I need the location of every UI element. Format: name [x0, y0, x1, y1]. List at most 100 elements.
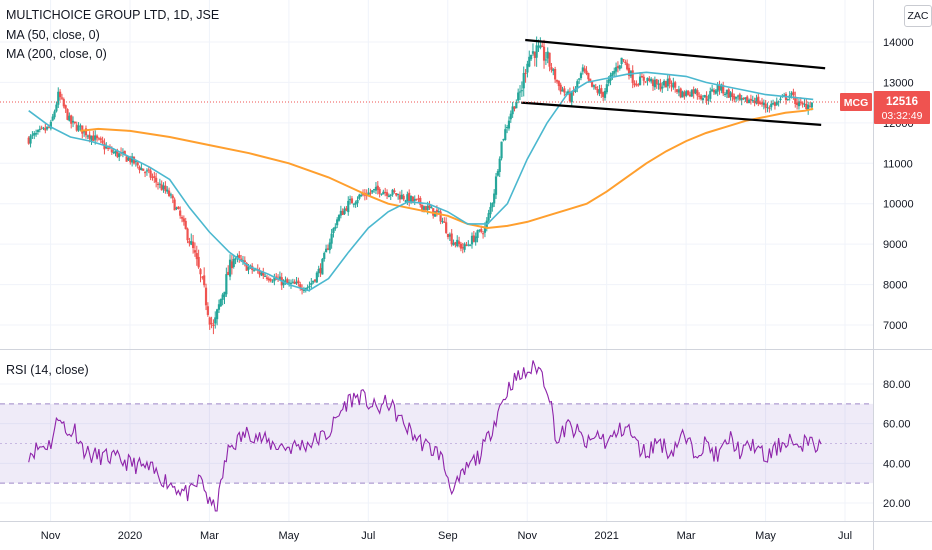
candle-body — [267, 278, 270, 281]
candle-body — [670, 85, 673, 87]
candle-body — [173, 199, 176, 211]
candle-body — [397, 193, 400, 195]
candle-body — [753, 100, 756, 104]
candle-body — [225, 274, 228, 295]
candle-body — [602, 92, 605, 97]
candle-body — [694, 89, 697, 94]
candle-body — [483, 226, 487, 233]
candle-body — [714, 90, 717, 94]
candle-body — [57, 91, 60, 105]
candle-body — [561, 89, 564, 92]
rsi-line — [28, 360, 822, 512]
last-price-box — [874, 90, 930, 124]
candle-body — [62, 99, 65, 107]
candle-body — [88, 134, 91, 139]
candle-body — [705, 95, 708, 101]
candle-body — [736, 95, 740, 97]
currency-badge[interactable]: ZAC — [904, 5, 932, 27]
ma50-legend[interactable]: MA (50, close, 0) — [6, 28, 100, 42]
candle-body — [107, 147, 110, 149]
candle-body — [474, 236, 477, 243]
candle-body — [770, 103, 773, 108]
candle-body — [182, 218, 185, 222]
candle-body — [219, 299, 222, 307]
candle-body — [328, 242, 331, 251]
candle-body — [698, 95, 701, 97]
candle-body — [387, 195, 390, 198]
candle-body — [598, 89, 601, 94]
candle-body — [801, 102, 804, 105]
rsi-tick-label: 60.00 — [883, 419, 911, 431]
candle-body — [459, 243, 463, 249]
candle-body — [75, 124, 78, 131]
candle-body — [312, 280, 315, 283]
ma200-legend[interactable]: MA (200, close, 0) — [6, 47, 107, 61]
candle-body — [240, 258, 243, 261]
candle-body — [681, 91, 684, 98]
time-tick-label: 2020 — [118, 530, 142, 542]
candle-body — [384, 191, 387, 193]
candle-body — [437, 211, 440, 213]
candle-body — [238, 254, 241, 258]
candle-body — [110, 149, 113, 153]
candle-body — [230, 261, 233, 269]
candle-body — [114, 151, 117, 154]
candle-body — [147, 169, 150, 171]
candle-body — [260, 272, 263, 276]
trend-upper-line[interactable] — [525, 38, 826, 70]
candle-body — [424, 206, 427, 211]
candle-body — [786, 98, 789, 100]
candle-body — [659, 83, 662, 90]
candle-body — [313, 279, 317, 282]
candle-body — [404, 200, 407, 202]
candle-body — [439, 211, 442, 222]
candle-body — [740, 98, 743, 101]
candle-body — [491, 202, 494, 208]
candle-body — [84, 128, 88, 136]
candle-body — [790, 93, 793, 95]
candle-body — [36, 129, 40, 133]
candle-body — [409, 196, 413, 203]
candle-body — [777, 101, 780, 103]
candle-body — [199, 269, 202, 275]
candle-body — [59, 91, 62, 98]
rsi-tick-label: 80.00 — [883, 379, 911, 391]
candle-body — [44, 128, 47, 131]
candle-body — [411, 196, 415, 202]
candle-body — [55, 104, 58, 112]
candle-body — [668, 78, 671, 85]
candle-body — [265, 277, 269, 279]
candle-body — [354, 202, 357, 205]
candle-body — [655, 79, 658, 85]
candle-body — [783, 95, 786, 97]
price-tick-label: 13000 — [883, 77, 914, 89]
candle-body — [646, 77, 649, 82]
candle-body — [513, 106, 516, 109]
candle-body — [805, 103, 808, 109]
rsi-legend[interactable]: RSI (14, close) — [6, 363, 89, 377]
candle-body — [744, 97, 747, 100]
candle-body — [86, 135, 89, 137]
candle-body — [650, 78, 653, 82]
candle-body — [341, 210, 344, 215]
candle-body — [548, 52, 551, 67]
candle-body — [234, 258, 237, 260]
time-tick-label: Sep — [438, 530, 458, 542]
candle-body — [118, 153, 121, 158]
candle-body — [151, 176, 154, 178]
candle-body — [620, 57, 623, 65]
candle-body — [515, 101, 518, 109]
candle-body — [70, 115, 73, 124]
candle-body — [657, 83, 660, 85]
time-tick-label: Jul — [838, 530, 852, 542]
candle-body — [701, 98, 704, 101]
candle-body — [73, 121, 76, 124]
candle-body — [771, 103, 775, 105]
candle-body — [249, 265, 252, 267]
trend-lower-line[interactable] — [521, 101, 822, 126]
candle-body — [463, 243, 466, 250]
rsi-tick-label: 40.00 — [883, 458, 911, 470]
candle-body — [450, 233, 453, 245]
time-tick-label: Nov — [41, 530, 61, 542]
